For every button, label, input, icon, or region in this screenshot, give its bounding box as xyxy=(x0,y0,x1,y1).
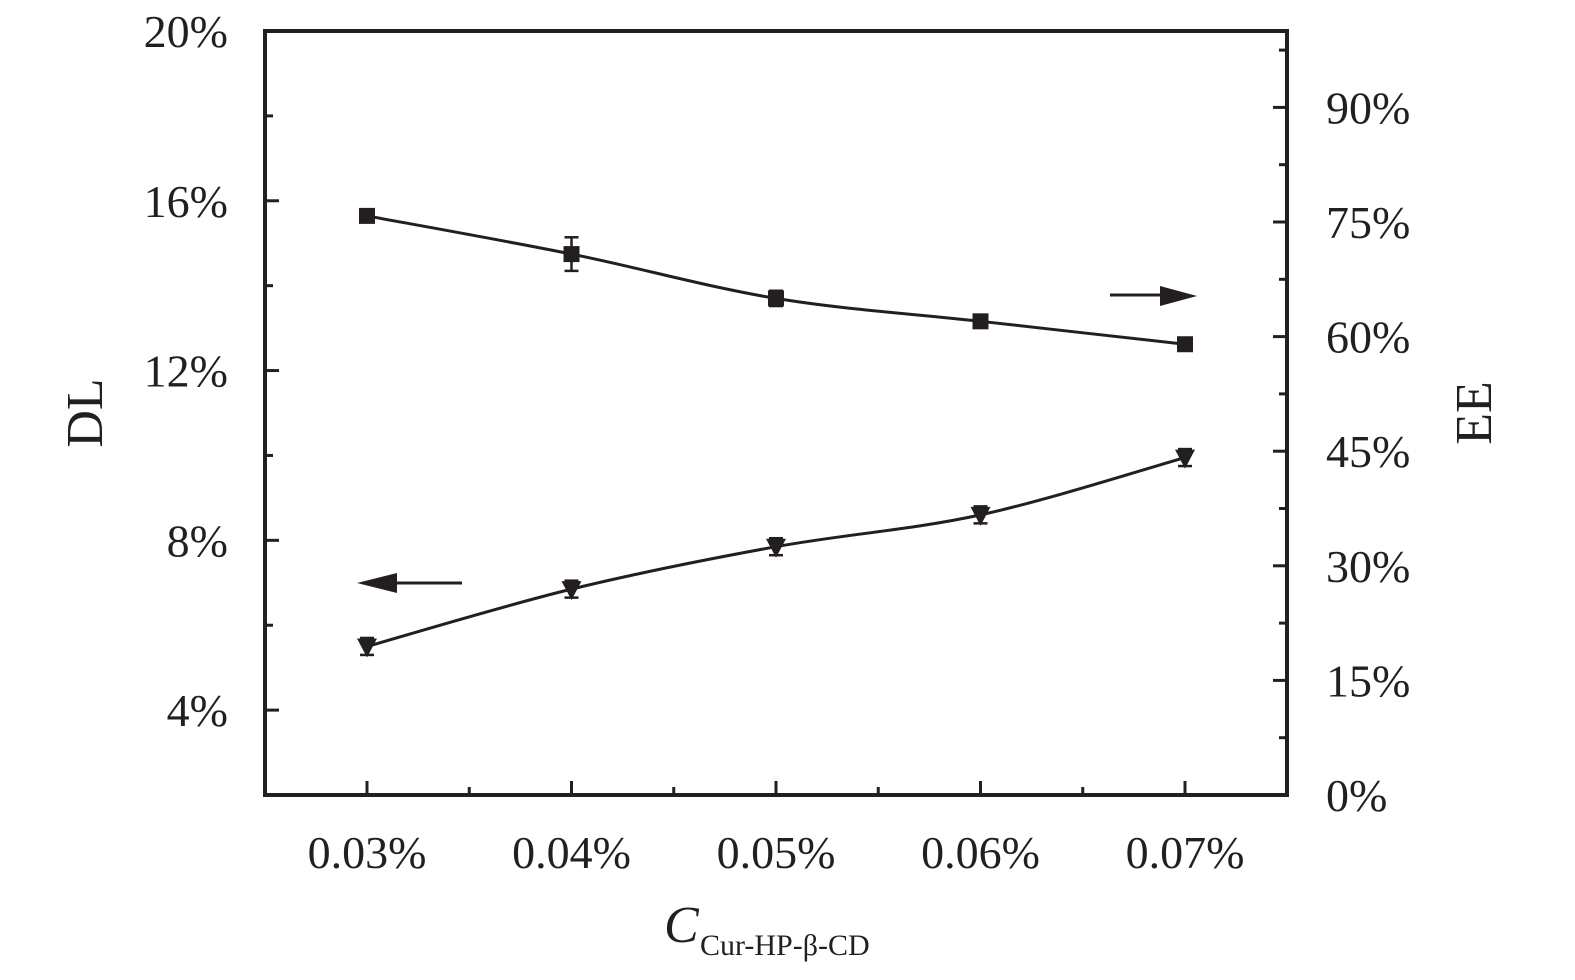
y-right-tick-label: 30% xyxy=(1326,541,1410,592)
x-axis-title-subscript: Cur-HP-β-CD xyxy=(700,929,870,962)
data-point-triangle xyxy=(561,581,582,601)
data-point-triangle xyxy=(766,538,786,558)
y-left-tick-label: 12% xyxy=(144,346,228,397)
tick-labels: 0.03% 0.04% 0.05% 0.06% 0.07% 4% 8% 12% 16% 20% 0%… xyxy=(144,6,1411,878)
plot-frame xyxy=(263,29,1289,797)
x-tick-label: 0.03% xyxy=(308,827,427,878)
y-left-title: DL xyxy=(57,378,114,447)
y-left-tick-label: 16% xyxy=(144,176,228,227)
ee-arrow-head xyxy=(1160,286,1197,306)
y-right-tick-label: 60% xyxy=(1326,312,1410,363)
x-tick-label: 0.04% xyxy=(512,827,631,878)
y-left-tick-label: 20% xyxy=(144,6,228,57)
data-point-triangle xyxy=(357,638,377,658)
data-point-square xyxy=(359,207,375,224)
x-axis-title: C Cur-HP-β-CD xyxy=(664,897,870,962)
y-right-tick-label: 0% xyxy=(1326,770,1387,821)
direction-arrows xyxy=(357,286,1197,593)
data-point-square xyxy=(768,290,784,307)
y-left-tick-label: 4% xyxy=(167,685,228,736)
x-axis-title-main: C xyxy=(664,897,700,954)
data-point-square xyxy=(972,313,989,330)
data-point-triangle xyxy=(1175,449,1195,469)
series-group xyxy=(357,207,1195,658)
data-point-square xyxy=(563,246,580,263)
data-point-triangle xyxy=(970,506,991,526)
dl-arrow-head xyxy=(357,573,397,593)
x-tick-label: 0.07% xyxy=(1126,827,1245,878)
y-right-tick-label: 45% xyxy=(1326,426,1410,477)
x-tick-label: 0.05% xyxy=(717,827,836,878)
axis-ticks xyxy=(265,29,1287,797)
y-right-title: EE xyxy=(1446,381,1503,445)
series-line-right xyxy=(366,214,1186,346)
x-tick-label: 0.06% xyxy=(921,827,1040,878)
y-right-tick-label: 75% xyxy=(1326,197,1410,248)
y-left-tick-label: 8% xyxy=(167,515,228,566)
y-right-tick-label: 90% xyxy=(1326,82,1410,133)
data-point-square xyxy=(1177,336,1193,353)
y-right-tick-label: 15% xyxy=(1326,655,1410,706)
